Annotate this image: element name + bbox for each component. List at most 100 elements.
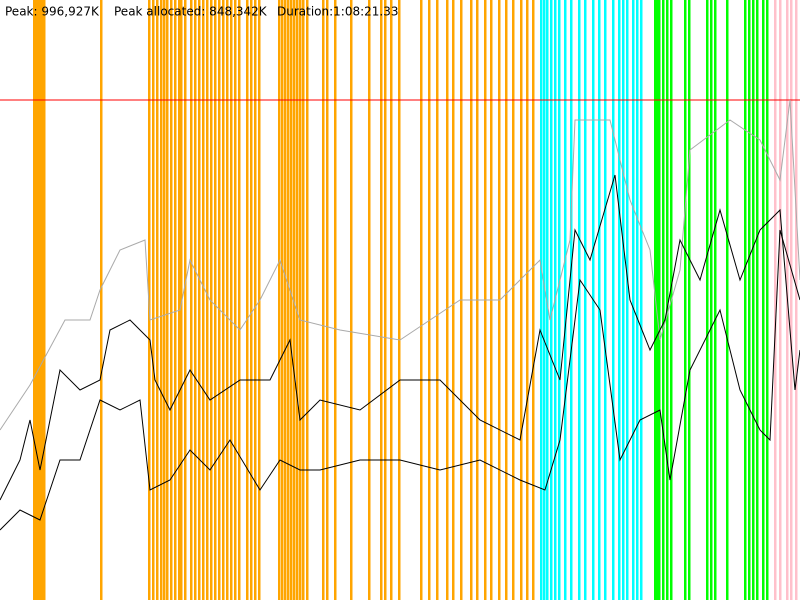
event-stripe xyxy=(206,0,209,600)
header: Peak: 996,927K Peak allocated: 848,342K … xyxy=(5,5,399,19)
event-stripe xyxy=(520,0,523,600)
events xyxy=(33,0,798,600)
event-stripe xyxy=(550,0,553,600)
event-stripe xyxy=(306,0,309,600)
event-stripe xyxy=(326,0,329,600)
event-stripe xyxy=(246,0,249,600)
event-stripe xyxy=(622,0,625,600)
event-stripe xyxy=(688,0,691,600)
lines xyxy=(0,99,800,531)
event-stripe xyxy=(570,0,573,600)
event-stripe xyxy=(368,0,371,600)
event-stripe xyxy=(636,0,639,600)
event-stripe xyxy=(299,0,302,600)
event-stripe xyxy=(296,0,299,600)
event-stripe xyxy=(420,0,423,600)
event-stripe xyxy=(748,0,751,600)
event-stripe xyxy=(640,0,643,600)
event-stripe xyxy=(322,0,325,600)
event-stripe xyxy=(558,0,561,600)
event-stripe xyxy=(662,0,665,600)
event-stripe xyxy=(222,0,225,600)
event-stripe xyxy=(190,0,193,600)
event-stripe xyxy=(33,0,36,600)
event-stripe xyxy=(218,0,221,600)
event-stripe xyxy=(278,0,281,600)
event-stripe xyxy=(774,0,777,600)
event-stripe xyxy=(380,0,383,600)
event-stripe xyxy=(710,0,713,600)
event-stripe xyxy=(762,0,765,600)
event-stripe xyxy=(752,0,755,600)
event-stripe xyxy=(334,0,337,600)
event-stripe xyxy=(598,0,601,600)
event-stripe xyxy=(658,0,661,600)
peak: Peak: 996,927K xyxy=(5,5,100,19)
event-stripe xyxy=(281,0,284,600)
event-stripe xyxy=(170,0,173,600)
event-stripe xyxy=(684,0,687,600)
event-stripe xyxy=(543,0,546,600)
memory-line xyxy=(0,174,800,501)
event-stripe xyxy=(302,0,305,600)
event-stripe xyxy=(35,0,38,600)
event-stripe xyxy=(428,0,431,600)
event-stripe xyxy=(39,0,42,600)
event-stripe xyxy=(174,0,177,600)
event-stripe xyxy=(578,0,581,600)
event-stripe xyxy=(184,0,187,600)
event-stripe xyxy=(350,0,353,600)
event-stripe xyxy=(287,0,290,600)
event-stripe xyxy=(714,0,717,600)
event-stripe xyxy=(604,0,607,600)
event-stripe xyxy=(766,0,769,600)
event-stripe xyxy=(526,0,529,600)
event-stripe xyxy=(436,0,439,600)
event-stripe xyxy=(612,0,615,600)
event-stripe xyxy=(258,0,261,600)
event-stripe xyxy=(512,0,515,600)
event-stripe xyxy=(656,0,659,600)
event-stripe xyxy=(284,0,287,600)
memory-line xyxy=(0,99,800,431)
event-stripe xyxy=(666,0,669,600)
event-stripe xyxy=(163,0,166,600)
event-stripe xyxy=(584,0,587,600)
event-stripe xyxy=(390,0,393,600)
event-stripe xyxy=(250,0,253,600)
event-stripe xyxy=(706,0,709,600)
event-stripe xyxy=(178,0,181,600)
event-stripe xyxy=(505,0,508,600)
event-stripe xyxy=(756,0,759,600)
peak-allocated: Peak allocated: 848,342K xyxy=(114,5,268,19)
event-stripe xyxy=(446,0,449,600)
memory-line xyxy=(0,229,800,531)
event-stripe xyxy=(384,0,387,600)
event-stripe xyxy=(202,0,205,600)
event-stripe xyxy=(254,0,257,600)
event-stripe xyxy=(210,0,213,600)
event-stripe xyxy=(226,0,229,600)
event-stripe xyxy=(156,0,159,600)
event-stripe xyxy=(180,0,183,600)
event-stripe xyxy=(744,0,747,600)
event-stripe xyxy=(632,0,635,600)
event-stripe xyxy=(532,0,535,600)
event-stripe xyxy=(37,0,40,600)
event-stripe xyxy=(790,0,793,600)
event-stripe xyxy=(452,0,455,600)
event-stripe xyxy=(546,0,549,600)
event-stripe xyxy=(293,0,296,600)
event-stripe xyxy=(198,0,201,600)
event-stripe xyxy=(194,0,197,600)
event-stripe xyxy=(779,0,782,600)
event-stripe xyxy=(166,0,169,600)
event-stripe xyxy=(152,0,155,600)
event-stripe xyxy=(234,0,237,600)
event-stripe xyxy=(726,0,729,600)
event-stripe xyxy=(214,0,217,600)
event-stripe xyxy=(290,0,293,600)
event-stripe xyxy=(230,0,233,600)
event-stripe xyxy=(43,0,46,600)
